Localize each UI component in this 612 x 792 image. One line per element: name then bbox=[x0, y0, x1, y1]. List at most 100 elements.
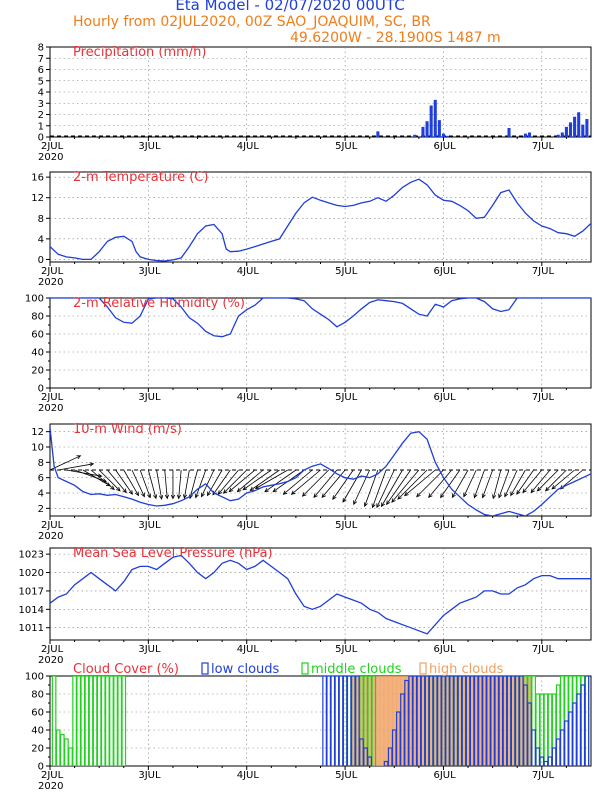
wind-vector bbox=[551, 469, 575, 490]
plot-area bbox=[50, 47, 591, 137]
panel-mslp: 1011 1014 1017 1020 1023 2JUL 3JUL 4JUL 5JUL 6JUL… bbox=[19, 546, 592, 666]
low-cloud-bar bbox=[568, 711, 573, 766]
wind-vector bbox=[463, 469, 477, 497]
wind-vector-head bbox=[391, 498, 396, 503]
wind-vector-head bbox=[194, 493, 199, 499]
middle-cloud-bar bbox=[100, 676, 106, 766]
x-tick-label: 4JUL bbox=[237, 266, 260, 277]
y-tick-label: 100 bbox=[25, 294, 44, 305]
panel-wind: 2 4 6 8 10 12 2JUL 3JUL 4JUL 5JUL 6JUL 7JUL 2020 10-m… bbox=[31, 422, 592, 542]
low-cloud-bar bbox=[510, 676, 516, 766]
precip-bar bbox=[433, 99, 437, 137]
middle-cloud-bar bbox=[80, 676, 86, 766]
wind-vector bbox=[321, 469, 346, 498]
panel-frame bbox=[49, 171, 592, 263]
wind-vector-head bbox=[544, 486, 550, 492]
y-tick-label: 10 bbox=[31, 443, 44, 454]
wind-vector-head bbox=[492, 494, 497, 500]
y-tick-label: 5 bbox=[38, 76, 44, 87]
wind-vector bbox=[397, 469, 428, 500]
x-tick-label: 4JUL bbox=[237, 520, 260, 531]
middle-cloud-bar bbox=[96, 676, 102, 766]
wind-vector-head bbox=[504, 492, 509, 498]
wind-vector-head bbox=[342, 497, 347, 503]
x-tick-label: 5JUL bbox=[335, 644, 358, 655]
wind-vector-head bbox=[376, 503, 381, 509]
wind-vector bbox=[90, 469, 115, 490]
middle-cloud-bar bbox=[117, 676, 123, 766]
wind-vector-head bbox=[397, 495, 402, 500]
y-tick-label: 1017 bbox=[19, 586, 44, 597]
x-tick-label: 6JUL bbox=[433, 266, 456, 277]
high-cloud-bar bbox=[387, 676, 393, 766]
middle-cloud-bar bbox=[547, 693, 553, 766]
y-tick-label: 8 bbox=[38, 214, 44, 225]
y-tick-label: 20 bbox=[31, 366, 44, 377]
wind-vector bbox=[504, 469, 518, 497]
wind-vector-head bbox=[201, 492, 205, 498]
low-cloud-bar bbox=[400, 693, 405, 766]
wind-vector bbox=[482, 469, 494, 498]
figure-subtitle: Hourly from 02JUL2020, 00Z SAO_JOAQUIM, … bbox=[73, 14, 431, 30]
figure-title: Eta Model - 02/07/2020 00UTC bbox=[175, 0, 404, 14]
wind-vector-head bbox=[254, 484, 260, 489]
station-coordinates: 49.6200W - 28.1900S 1487 m bbox=[290, 30, 501, 46]
middle-cloud-bar bbox=[92, 676, 98, 766]
wind-vector bbox=[98, 469, 121, 492]
panel-title-clouds: Cloud Cover (%) bbox=[73, 662, 179, 677]
legend-swatch-0 bbox=[201, 662, 209, 675]
y-tick-label: 12 bbox=[31, 193, 44, 204]
low-cloud-bar bbox=[584, 676, 590, 766]
rh-series-line bbox=[50, 298, 591, 338]
low-cloud-bar bbox=[559, 729, 565, 766]
wind-vector bbox=[131, 469, 145, 497]
x-year-label: 2020 bbox=[38, 152, 63, 163]
low-cloud-bar bbox=[523, 684, 528, 766]
wind-vector bbox=[164, 469, 168, 499]
wind-vector bbox=[237, 469, 264, 492]
panel-title-precip: Precipitation (mm/h) bbox=[73, 45, 206, 60]
low-cloud-bar bbox=[383, 760, 389, 766]
high-cloud-bar bbox=[383, 676, 389, 766]
wind-vector bbox=[510, 469, 526, 496]
x-year-label: 2020 bbox=[38, 403, 63, 414]
y-tick-label: 7 bbox=[38, 54, 44, 65]
wind-vector-head bbox=[428, 493, 433, 499]
wind-vector-head bbox=[236, 487, 242, 493]
wind-vector-head bbox=[403, 491, 409, 497]
wind-vector bbox=[139, 469, 151, 498]
wind-vector-head bbox=[463, 492, 468, 498]
wind-vector bbox=[255, 469, 288, 489]
low-cloud-bar bbox=[465, 676, 471, 766]
wind-vector bbox=[353, 469, 371, 505]
y-tick-label: 0 bbox=[38, 384, 44, 395]
wind-vector bbox=[58, 463, 94, 471]
wind-vector bbox=[498, 469, 510, 498]
middle-cloud-bar bbox=[51, 676, 57, 766]
precip-bar bbox=[437, 120, 441, 137]
wind-vector-head bbox=[353, 500, 358, 506]
y-tick-label: 0 bbox=[38, 133, 44, 144]
wind-vector bbox=[115, 469, 133, 495]
precip-bar bbox=[573, 116, 577, 137]
wind-vector bbox=[195, 469, 207, 498]
wind-vector-head bbox=[116, 486, 121, 492]
y-tick-label: 2 bbox=[38, 110, 44, 121]
high-cloud-bar bbox=[379, 676, 385, 766]
high-cloud-bar bbox=[375, 676, 381, 766]
precip-bar bbox=[568, 122, 573, 137]
plot-area bbox=[50, 548, 591, 640]
wind-vector-head bbox=[122, 488, 127, 494]
middle-cloud-bar bbox=[531, 676, 536, 766]
wind-vector bbox=[440, 469, 461, 498]
low-cloud-bar bbox=[518, 676, 524, 766]
x-tick-label: 7JUL bbox=[532, 520, 555, 531]
low-cloud-bar bbox=[531, 729, 536, 766]
panel-clouds: 0 20 40 60 80 100 2JUL 3JUL 4JUL 5JUL 6JUL 7JUL 2020… bbox=[25, 662, 592, 792]
middle-cloud-bar bbox=[359, 676, 364, 766]
wind-vector bbox=[386, 469, 411, 505]
low-cloud-bar bbox=[441, 676, 446, 766]
wind-series-line bbox=[50, 427, 591, 516]
wind-vector bbox=[228, 469, 256, 492]
